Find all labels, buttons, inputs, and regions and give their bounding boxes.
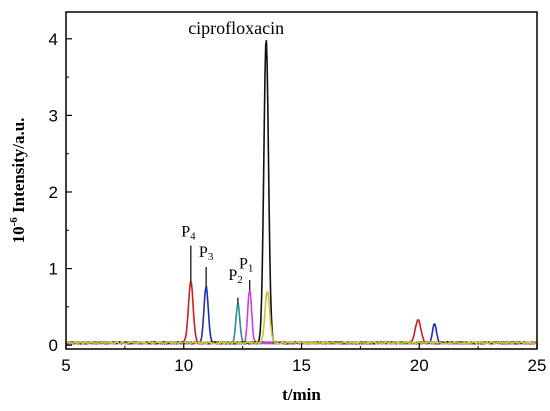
y-axis-title: 10-6 Intensity/a.u. xyxy=(8,118,28,244)
x-tick-label-1: 10 xyxy=(174,356,193,375)
y-axis-title-exponent: -6 xyxy=(8,217,20,227)
plot-frame xyxy=(65,11,538,350)
series-line-4 xyxy=(67,39,536,345)
annotation-p4: P4 xyxy=(181,223,196,242)
x-tick-label-4: 25 xyxy=(528,356,547,375)
x-axis-title: t/min xyxy=(282,385,321,404)
y-tick-label-3: 3 xyxy=(49,106,58,125)
y-tick-label-0: 0 xyxy=(49,336,58,355)
series-line-1 xyxy=(66,285,537,345)
annotation-p3: P3 xyxy=(199,244,214,263)
annotation-p2: P2 xyxy=(228,267,242,286)
x-tick-label-3: 20 xyxy=(410,356,429,375)
y-axis-title-rest: Intensity/a.u. xyxy=(9,118,28,218)
series-line-2 xyxy=(66,302,536,345)
x-tick-label-2: 15 xyxy=(292,356,311,375)
series-line-0 xyxy=(66,280,537,345)
y-tick-label-4: 4 xyxy=(49,30,58,49)
y-axis-title-prefix: 10 xyxy=(9,226,28,243)
annotation-ciprofloxacin: ciprofloxacin xyxy=(188,18,284,38)
series-line-5 xyxy=(66,291,537,345)
plot-area xyxy=(66,39,537,345)
x-tick-label-0: 5 xyxy=(61,356,70,375)
y-tick-label-1: 1 xyxy=(49,260,58,279)
y-tick-label-2: 2 xyxy=(49,183,58,202)
y-axis: 0 1 2 3 4 xyxy=(49,30,72,355)
x-axis: 5 10 15 20 25 xyxy=(61,343,546,375)
series-line-3 xyxy=(66,289,536,345)
annotation-p1: P1 xyxy=(239,256,253,275)
